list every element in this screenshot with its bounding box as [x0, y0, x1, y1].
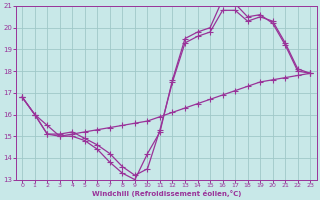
- X-axis label: Windchill (Refroidissement éolien,°C): Windchill (Refroidissement éolien,°C): [92, 190, 241, 197]
